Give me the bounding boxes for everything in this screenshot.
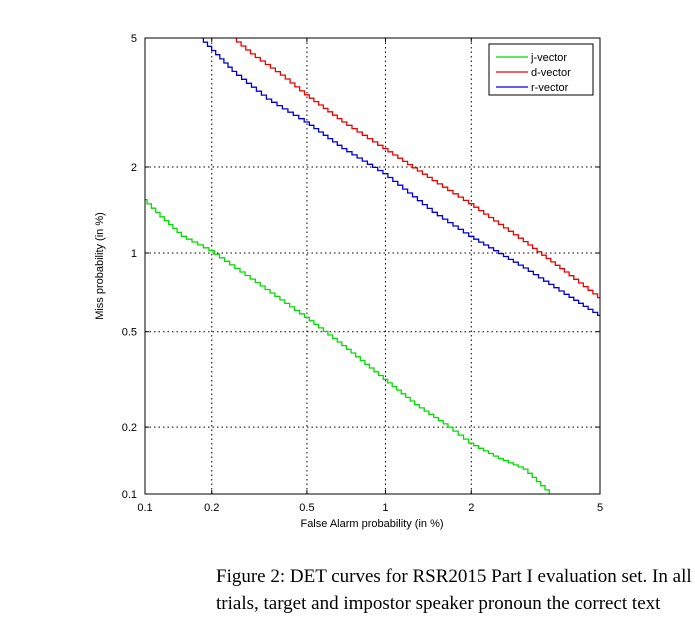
y-tick-label: 5 xyxy=(131,33,137,45)
y-tick-label: 0.2 xyxy=(122,422,137,434)
y-tick-label: 0.1 xyxy=(122,489,137,501)
x-tick-label: 5 xyxy=(597,502,603,514)
legend-label-r-vector: r-vector xyxy=(531,82,569,94)
series-line-r-vector xyxy=(201,38,600,317)
x-axis-label: False Alarm probability (in %) xyxy=(300,518,443,530)
caption-line-1: Figure 2: DET curves for RSR2015 Part I … xyxy=(216,566,692,587)
x-tick-label: 0.2 xyxy=(204,502,219,514)
series-line-j-vector xyxy=(145,198,552,494)
x-tick-label: 0.1 xyxy=(137,502,152,514)
plot-frame xyxy=(144,37,601,495)
series-line-d-vector xyxy=(234,38,600,299)
y-tick-label: 1 xyxy=(131,248,137,260)
grid xyxy=(145,38,600,494)
x-tick-label: 2 xyxy=(468,502,474,514)
curves xyxy=(145,38,600,494)
caption-line-2: trials, target and impostor speaker pron… xyxy=(216,593,661,614)
x-tick-label: 1 xyxy=(382,502,388,514)
legend-label-d-vector: d-vector xyxy=(531,67,571,79)
y-axis-label: Miss probability (in %) xyxy=(94,212,106,320)
figure-caption: Figure 2: DET curves for RSR2015 Part I … xyxy=(216,563,692,617)
y-tick-label: 0.5 xyxy=(122,327,137,339)
det-chart: 0.1 0.2 0.5 1 2 5 0.1 0.2 0.5 1 2 5 False Alarm pro… xyxy=(94,33,603,530)
legend-label-j-vector: j-vector xyxy=(530,52,567,64)
y-tick-label: 2 xyxy=(131,162,137,174)
axis-ticks: 0.1 0.2 0.5 1 2 5 0.1 0.2 0.5 1 2 5 xyxy=(122,33,603,514)
legend: j-vector d-vector r-vector xyxy=(488,43,594,96)
x-tick-label: 0.5 xyxy=(299,502,314,514)
legend-items: j-vector d-vector r-vector xyxy=(496,52,571,94)
